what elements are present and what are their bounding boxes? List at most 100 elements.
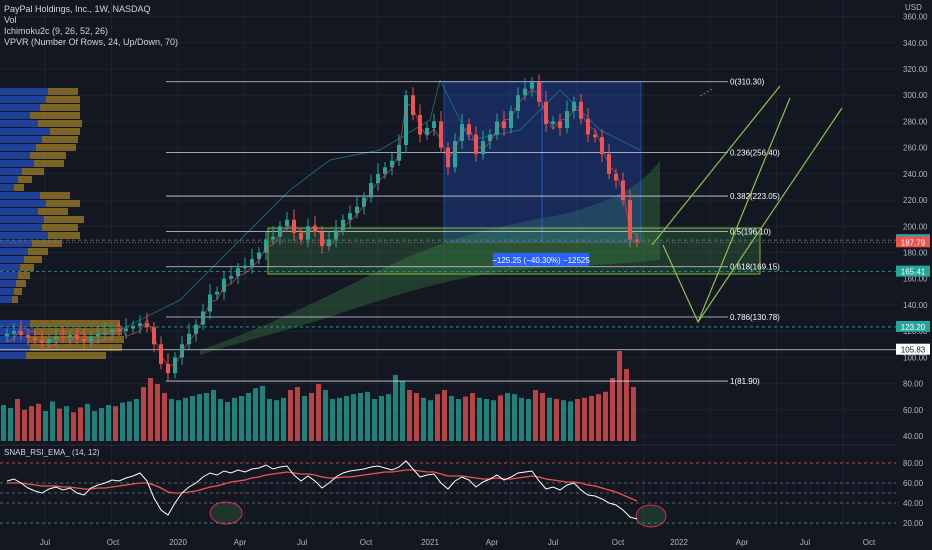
price-tick: 160.00: [903, 275, 928, 284]
candle: [502, 121, 506, 128]
vpvr-up-bar: [0, 96, 46, 103]
volume-bar: [596, 394, 601, 441]
volume-bar: [141, 387, 146, 441]
price-tick: 340.00: [903, 39, 928, 48]
rsi-pane: SNAB_RSI_EMA_ (14, 12): [0, 448, 896, 524]
vpvr-up-bar: [0, 240, 32, 247]
vpvr-up-bar: [0, 152, 30, 159]
vpvr-up-bar: [0, 200, 46, 207]
candle: [19, 331, 23, 336]
vpvr-down-bar: [44, 216, 84, 223]
legend-title[interactable]: PayPal Holdings, Inc., 1W, NASDAQ: [4, 4, 151, 14]
candle: [215, 291, 219, 295]
rsi-tick: 20.00: [903, 519, 924, 528]
candle: [551, 121, 555, 125]
candle: [124, 328, 128, 332]
volume-bar: [533, 390, 538, 441]
vpvr-down-bar: [20, 264, 34, 271]
candle: [425, 127, 429, 135]
price-tick: 360.00: [903, 13, 928, 22]
volume-bar: [470, 393, 475, 441]
vpvr-up-bar: [0, 320, 30, 327]
time-axis[interactable]: Jul Oct 2020 Apr Jul Oct 2021 Apr Jul Oct 2022 Apr J…: [40, 538, 876, 547]
vpvr-down-bar: [30, 320, 120, 327]
legend-ichimoku[interactable]: Ichimoku2c (9, 26, 52, 26): [4, 26, 109, 36]
vpvr-up-bar: [0, 88, 48, 95]
measure-label-box: [493, 253, 589, 266]
candle: [278, 226, 282, 237]
legend-vol[interactable]: Vol: [4, 15, 17, 25]
dotted-trend: [699, 87, 715, 97]
vpvr-up-bar: [0, 120, 38, 127]
rsi-title: SNAB_RSI_EMA_ (14, 12): [4, 448, 100, 457]
candle: [96, 333, 100, 337]
volume-bar: [519, 397, 524, 441]
volume-bar: [253, 388, 258, 441]
rsi-line: [6, 460, 638, 520]
candle: [243, 265, 247, 269]
candle: [593, 134, 597, 138]
price-tick: 240.00: [903, 170, 928, 179]
candle: [509, 110, 513, 128]
price-tick: 80.00: [903, 380, 924, 389]
vpvr-down-bar: [14, 288, 22, 295]
candle: [404, 95, 408, 146]
candle: [411, 95, 415, 115]
volume-bar: [92, 411, 97, 441]
volume-bar: [344, 396, 349, 441]
volume-bar: [29, 406, 34, 441]
volume-bar: [309, 393, 314, 441]
volume-bar: [379, 396, 384, 441]
candle: [40, 340, 44, 343]
candle: [264, 239, 268, 253]
candle: [271, 236, 275, 240]
vpvr-up-bar: [0, 224, 42, 231]
volume-bar: [183, 397, 188, 441]
volume-bar: [589, 396, 594, 441]
volume-bar: [288, 390, 293, 441]
candle: [621, 180, 625, 201]
rsi-ema-line: [7, 469, 638, 502]
candle: [614, 173, 618, 181]
candle: [222, 278, 226, 292]
volume-bar: [134, 399, 139, 441]
volume-profile: [0, 88, 124, 359]
vpvr-down-bar: [48, 232, 80, 239]
candle: [82, 339, 86, 342]
volume-bar: [323, 390, 328, 441]
time-tick: 2021: [421, 538, 439, 547]
vpvr-up-bar: [0, 256, 24, 263]
candle: [194, 324, 198, 334]
price-tick: 280.00: [903, 117, 928, 126]
vpvr-down-bar: [40, 192, 70, 199]
candle: [257, 252, 261, 260]
vpvr-up-bar: [0, 264, 20, 271]
candle: [558, 121, 562, 128]
candle: [103, 332, 107, 334]
legend-vpvr[interactable]: VPVR (Number Of Rows, 24, Up/Down, 70): [4, 37, 179, 47]
drawings[interactable]: 0(310.30) 0.236(256.40) 0.382(223.05) 0.5(1…: [0, 78, 896, 528]
time-tick: Oct: [107, 538, 120, 547]
volume-bar: [351, 394, 356, 441]
vpvr-up-bar: [0, 128, 50, 135]
volume-bar: [43, 411, 48, 441]
volume-bar: [624, 369, 629, 441]
candle: [145, 323, 149, 328]
candle: [481, 141, 485, 155]
fib-level-label: 0.5(196.10): [730, 227, 771, 236]
price-tag: [896, 265, 930, 277]
candle: [355, 206, 359, 214]
candle: [166, 363, 170, 374]
time-tick: Jul: [800, 538, 810, 547]
candle: [390, 160, 394, 168]
volume-bar: [246, 393, 251, 441]
candle: [187, 333, 191, 345]
volume-bar: [1, 405, 6, 441]
volume-bar: [568, 401, 573, 441]
price-tick: 260.00: [903, 144, 928, 153]
volume-bar: [358, 393, 363, 441]
candle: [26, 335, 30, 338]
rsi-highlight-circle: [209, 501, 243, 525]
